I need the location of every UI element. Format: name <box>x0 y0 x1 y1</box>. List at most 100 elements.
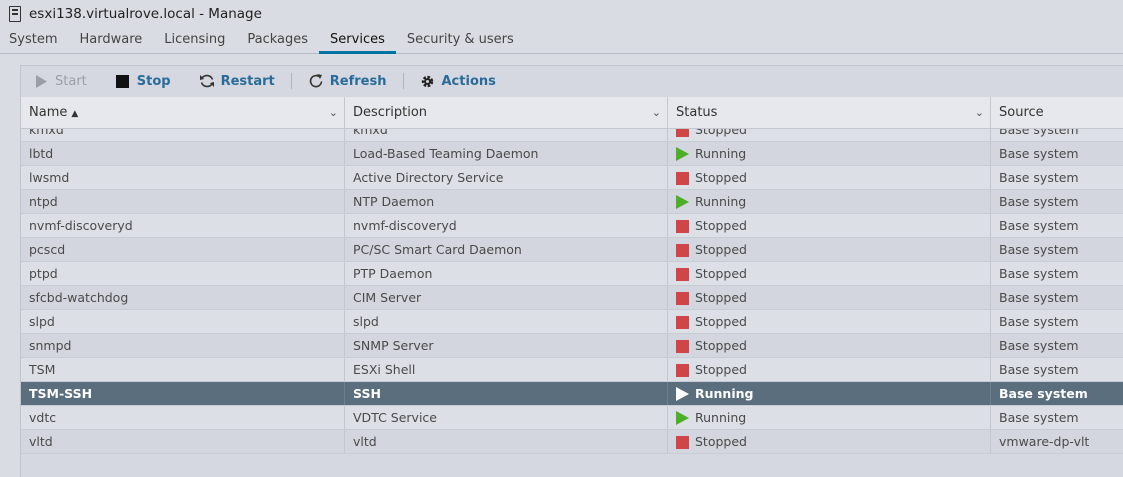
column-header-status-label: Status <box>676 105 718 120</box>
status-indicator: Running <box>676 382 753 405</box>
service-description-cell: PTP Daemon <box>345 262 668 285</box>
refresh-icon <box>308 73 324 89</box>
table-row[interactable]: ptpd PTP Daemon Stopped Base system <box>21 262 1123 286</box>
status-label: Stopped <box>695 314 747 329</box>
service-description-cell: Active Directory Service <box>345 166 668 189</box>
stopped-square-icon <box>676 363 689 377</box>
service-status-cell: Running <box>668 142 991 165</box>
stopped-square-icon <box>676 171 689 185</box>
service-name-cell: TSM <box>21 358 345 381</box>
status-label: Running <box>695 194 747 209</box>
gear-icon <box>420 73 436 89</box>
stopped-square-icon <box>676 219 689 233</box>
stop-icon <box>115 73 131 89</box>
table-row[interactable]: vdtc VDTC Service Running Base system <box>21 406 1123 430</box>
service-name-cell: snmpd <box>21 334 345 357</box>
service-source-cell: Base system <box>999 242 1079 257</box>
status-indicator: Stopped <box>676 286 747 309</box>
table-row[interactable]: nvmf-discoveryd nvmf-discoveryd Stopped Bas… <box>21 214 1123 238</box>
service-description-cell: NTP Daemon <box>345 190 668 213</box>
actions-button[interactable]: Actions <box>420 66 496 96</box>
play-icon <box>33 73 49 89</box>
services-table: kmxd kmxd Stopped Base system lbtd Load-Based… <box>21 97 1123 477</box>
status-indicator: Running <box>676 406 746 429</box>
table-row[interactable]: lbtd Load-Based Teaming Daemon Running Base… <box>21 142 1123 166</box>
service-status-cell: Stopped <box>668 286 991 309</box>
status-label: Stopped <box>695 362 747 377</box>
running-play-icon <box>676 411 689 425</box>
table-row[interactable]: TSM ESXi Shell Stopped Base system <box>21 358 1123 382</box>
service-status-cell: Stopped <box>668 358 991 381</box>
column-header-status[interactable]: Status ⌄ <box>668 97 991 129</box>
status-label: Stopped <box>695 266 747 281</box>
service-source-cell: Base system <box>999 194 1079 209</box>
service-source-cell: Base system <box>999 266 1079 281</box>
service-name-cell: vdtc <box>21 406 345 429</box>
table-row[interactable]: snmpd SNMP Server Stopped Base system <box>21 334 1123 358</box>
tab-packages[interactable]: Packages <box>247 32 309 47</box>
services-panel: Start Stop Restart Refresh Actions <box>20 65 1123 477</box>
sort-ascending-icon: ▲ <box>71 109 79 119</box>
chevron-down-icon[interactable]: ⌄ <box>651 106 661 119</box>
service-description-cell: PC/SC Smart Card Daemon <box>345 238 668 261</box>
services-toolbar: Start Stop Restart Refresh Actions <box>21 66 1123 96</box>
table-row[interactable]: TSM-SSH SSH Running Base system <box>21 382 1123 406</box>
column-header-description[interactable]: Description ⌄ <box>345 97 668 129</box>
service-status-cell: Stopped <box>668 430 991 453</box>
service-status-cell: Stopped <box>668 214 991 237</box>
tab-system[interactable]: System <box>9 32 58 47</box>
refresh-button[interactable]: Refresh <box>308 66 387 96</box>
service-name-cell: vltd <box>21 430 345 453</box>
table-row[interactable]: slpd slpd Stopped Base system <box>21 310 1123 334</box>
column-header-name[interactable]: Name ▲ ⌄ <box>21 97 345 129</box>
service-name-cell: nvmf-discoveryd <box>21 214 345 237</box>
stopped-square-icon <box>676 435 689 449</box>
chevron-down-icon[interactable]: ⌄ <box>328 106 338 119</box>
status-label: Stopped <box>695 338 747 353</box>
toolbar-separator <box>402 73 404 89</box>
stopped-square-icon <box>676 243 689 257</box>
tab-security-users[interactable]: Security & users <box>406 32 514 47</box>
service-description-cell: vltd <box>345 430 668 453</box>
column-header-source[interactable]: Source <box>991 97 1123 129</box>
service-source-cell: Base system <box>999 386 1088 401</box>
service-status-cell: Running <box>668 190 991 213</box>
service-name-cell: lwsmd <box>21 166 345 189</box>
service-name-cell: lbtd <box>21 142 345 165</box>
service-name-cell: sfcbd-watchdog <box>21 286 345 309</box>
service-description-cell: ESXi Shell <box>345 358 668 381</box>
table-row[interactable]: lwsmd Active Directory Service Stopped Base… <box>21 166 1123 190</box>
stopped-square-icon <box>676 267 689 281</box>
status-indicator: Stopped <box>676 262 747 285</box>
stop-button-label: Stop <box>136 73 171 89</box>
status-indicator: Running <box>676 190 746 213</box>
service-description-cell: SNMP Server <box>345 334 668 357</box>
service-source-cell: Base system <box>999 218 1079 233</box>
service-status-cell: Stopped <box>668 310 991 333</box>
service-status-cell: Stopped <box>668 262 991 285</box>
status-label: Stopped <box>695 290 747 305</box>
chevron-down-icon[interactable]: ⌄ <box>974 106 984 119</box>
service-status-cell: Running <box>668 406 991 429</box>
tab-licensing[interactable]: Licensing <box>164 32 226 47</box>
service-name-cell: pcscd <box>21 238 345 261</box>
service-source-cell: Base system <box>999 314 1079 329</box>
service-source-cell: Base system <box>999 290 1079 305</box>
status-label: Running <box>695 146 747 161</box>
restart-button[interactable]: Restart <box>199 66 275 96</box>
service-description-cell: nvmf-discoveryd <box>345 214 668 237</box>
table-row[interactable]: vltd vltd Stopped vmware-dp-vlt <box>21 430 1123 454</box>
start-button[interactable]: Start <box>33 66 87 96</box>
status-label: Running <box>695 410 747 425</box>
table-row[interactable]: ntpd NTP Daemon Running Base system <box>21 190 1123 214</box>
tab-services[interactable]: Services <box>319 28 396 54</box>
status-indicator: Stopped <box>676 214 747 237</box>
table-row[interactable]: sfcbd-watchdog CIM Server Stopped Base syst… <box>21 286 1123 310</box>
service-source-cell: Base system <box>999 362 1079 377</box>
service-name-cell: ntpd <box>21 190 345 213</box>
column-header-name-label: Name <box>29 105 68 120</box>
tab-hardware[interactable]: Hardware <box>79 32 143 47</box>
table-row[interactable]: pcscd PC/SC Smart Card Daemon Stopped Base … <box>21 238 1123 262</box>
service-description-cell: VDTC Service <box>345 406 668 429</box>
stop-button[interactable]: Stop <box>115 66 171 96</box>
